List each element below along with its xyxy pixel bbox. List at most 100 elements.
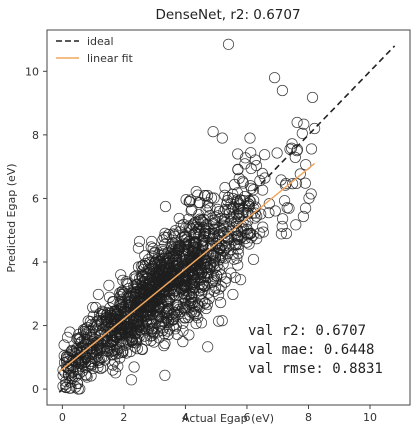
data-point [133,235,146,247]
data-point [277,213,289,225]
data-point [120,339,132,351]
data-point [142,253,155,265]
data-point [60,381,72,393]
data-point [87,331,99,343]
data-point [213,315,225,327]
data-point [153,267,165,279]
data-point [142,295,154,307]
data-point [96,305,109,317]
data-point [232,259,244,271]
ideal-line [58,45,396,393]
data-point [172,300,184,312]
data-point [219,189,231,201]
data-point [250,160,262,172]
x-tick-label: 4 [182,411,189,424]
data-point [127,287,139,299]
data-point [276,84,288,97]
y-tick-label: 10 [25,65,39,78]
data-point [228,238,240,250]
data-point [228,178,241,191]
data-point [215,250,227,262]
data-point [281,202,293,214]
data-point [186,203,198,215]
metric-rmse: val rmse: 0.8831 [248,361,383,377]
data-point [232,247,244,259]
data-point [109,348,121,360]
data-point [184,238,196,250]
data-point [173,212,185,225]
data-point [185,194,197,206]
data-point [184,309,196,321]
data-point [92,361,104,373]
data-point [303,192,315,204]
metrics-box: val r2: 0.6707 val mae: 0.6448 val rmse:… [248,323,383,377]
data-point [206,276,218,288]
data-point [112,360,124,372]
data-point [185,292,197,304]
data-point [159,238,171,250]
y-axis-label: Predicted Egap (eV) [5,163,18,272]
data-point [87,301,99,313]
data-point [271,147,283,159]
data-point [140,266,152,278]
data-point [213,205,225,217]
data-point [194,301,206,313]
data-point [146,235,158,247]
data-point [108,312,120,324]
data-point [164,293,176,305]
data-point [182,213,194,225]
data-point [75,336,87,348]
data-point [269,205,281,217]
data-point [129,273,141,285]
data-point [168,254,181,266]
data-point [115,269,127,281]
data-point [297,210,309,223]
data-point [122,278,134,290]
data-point [263,198,275,210]
data-point [85,325,97,337]
data-point [159,337,171,349]
data-point [199,190,211,202]
data-point [191,221,203,233]
data-point [72,383,84,395]
data-point [159,281,171,293]
data-point [219,230,231,242]
data-point [244,132,256,144]
data-point [279,195,291,207]
data-point [124,345,137,358]
data-point [93,354,105,366]
data-point [61,331,74,343]
data-point [117,346,129,359]
data-point [145,323,158,335]
data-point [169,225,181,237]
data-point [259,172,271,184]
data-point [229,271,241,284]
data-point [153,309,165,321]
data-point [218,205,230,217]
data-point [239,152,251,164]
data-point [94,308,106,320]
data-point [114,352,126,364]
data-point [73,328,85,340]
data-point [232,148,244,160]
data-point [156,316,168,328]
x-tick-label: 10 [363,411,377,424]
data-point [275,174,287,186]
data-point [194,221,206,233]
data-point [178,280,190,292]
data-point [172,286,184,298]
data-point [190,309,202,321]
data-point [222,191,234,203]
data-point [203,293,215,305]
data-point [154,254,166,266]
data-point [286,138,298,150]
data-point [147,276,160,288]
data-point [207,126,219,138]
data-point [65,382,77,394]
data-point [147,308,159,320]
data-point [257,221,269,233]
data-point [213,283,225,295]
x-axis: 0 2 4 6 8 10 [59,405,377,424]
data-point [205,259,217,272]
y-tick-label: 2 [32,320,39,333]
